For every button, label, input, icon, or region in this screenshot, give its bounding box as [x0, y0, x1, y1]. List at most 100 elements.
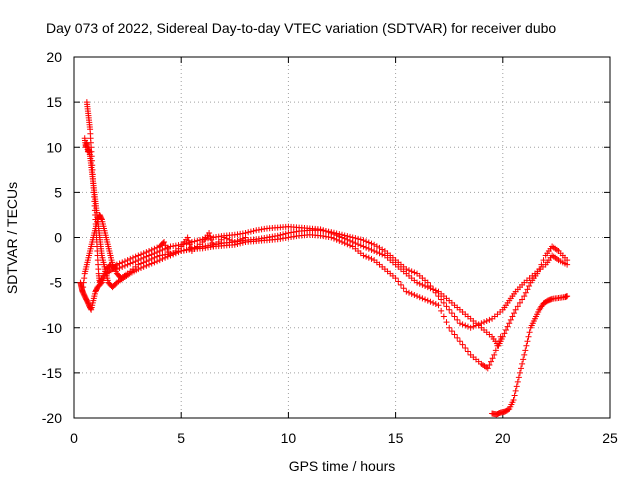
data-point — [371, 241, 378, 248]
data-point — [363, 253, 370, 260]
data-point — [443, 319, 450, 326]
data-point — [368, 240, 375, 247]
series-track-d — [79, 229, 249, 313]
data-point — [509, 313, 516, 320]
data-point — [97, 280, 104, 287]
data-point — [223, 235, 230, 242]
x-tick-label: 5 — [177, 430, 185, 446]
x-tick-label: 20 — [495, 430, 511, 446]
data-point — [363, 244, 370, 251]
data-point — [322, 228, 329, 235]
data-point — [242, 234, 249, 241]
y-tick-label: 10 — [46, 139, 62, 155]
data-point — [497, 333, 504, 340]
data-point — [494, 342, 501, 349]
data-point — [427, 285, 434, 292]
data-point — [516, 299, 523, 306]
data-point — [511, 392, 518, 399]
data-point — [446, 306, 453, 313]
data-point — [209, 240, 216, 247]
data-point — [320, 227, 327, 234]
data-point — [148, 255, 155, 262]
data-point — [519, 296, 526, 303]
data-point — [376, 250, 383, 257]
data-point — [250, 227, 257, 234]
x-tick-label: 25 — [602, 430, 618, 446]
data-point — [446, 324, 453, 331]
data-point — [486, 361, 493, 368]
y-tick-labels: 20 15 10 5 0 -5 -10 -15 -20 — [42, 49, 62, 426]
data-point — [371, 248, 378, 255]
data-point — [448, 328, 455, 335]
data-point — [185, 237, 192, 244]
series-track-c — [77, 211, 504, 372]
data-point — [448, 310, 455, 317]
data-point — [524, 338, 531, 345]
data-point — [424, 297, 431, 304]
data-point — [512, 306, 519, 313]
data-points — [77, 99, 571, 418]
data-point — [443, 303, 450, 310]
data-point — [373, 249, 380, 256]
data-point — [135, 261, 142, 268]
data-point — [422, 296, 429, 303]
data-point — [513, 383, 520, 390]
data-point — [135, 252, 142, 259]
x-tick-labels: 0 5 10 15 20 25 — [70, 430, 618, 446]
y-tick-label: -5 — [50, 275, 63, 291]
chart-title: Day 073 of 2022, Sidereal Day-to-day VTE… — [46, 20, 556, 36]
data-point — [373, 243, 380, 250]
y-tick-label: 20 — [46, 49, 62, 65]
data-point — [231, 239, 238, 246]
data-point — [504, 323, 511, 330]
data-point — [344, 241, 351, 248]
data-point — [432, 287, 439, 294]
data-point — [357, 242, 364, 249]
data-point — [207, 233, 214, 240]
data-point — [132, 253, 139, 260]
data-point — [127, 255, 134, 262]
data-point — [363, 238, 370, 245]
data-point — [355, 241, 362, 248]
data-point — [143, 249, 150, 256]
data-point — [424, 284, 431, 291]
data-point — [208, 236, 215, 243]
data-point — [365, 245, 372, 252]
data-point — [501, 330, 508, 337]
data-point — [524, 286, 531, 293]
data-point — [483, 317, 490, 324]
data-point — [414, 279, 421, 286]
data-point — [80, 284, 87, 291]
data-point — [165, 249, 172, 256]
data-point — [360, 243, 367, 250]
data-point — [454, 316, 461, 323]
data-point — [486, 316, 493, 323]
data-point — [435, 302, 442, 309]
data-point — [347, 242, 354, 249]
x-tick-label: 15 — [388, 430, 404, 446]
data-point — [400, 285, 407, 292]
data-point — [459, 321, 466, 328]
data-point — [226, 236, 233, 243]
data-point — [206, 229, 213, 236]
data-point — [187, 244, 194, 251]
y-axis-label: SDTVAR / TECUs — [4, 182, 20, 294]
data-point — [510, 396, 517, 403]
series-track-b — [83, 99, 571, 349]
data-point — [229, 237, 236, 244]
data-point — [194, 237, 201, 244]
data-point — [488, 358, 495, 365]
data-point — [503, 327, 510, 334]
y-tick-label: 15 — [46, 94, 62, 110]
data-point — [317, 226, 324, 233]
data-point — [526, 283, 533, 290]
data-point — [392, 275, 399, 282]
data-point — [239, 235, 246, 242]
data-point — [406, 289, 412, 296]
data-point — [521, 351, 528, 358]
data-point — [124, 257, 131, 264]
data-point — [464, 323, 471, 330]
data-point — [427, 298, 434, 305]
data-point — [357, 236, 364, 243]
x-tick-label: 10 — [281, 430, 297, 446]
